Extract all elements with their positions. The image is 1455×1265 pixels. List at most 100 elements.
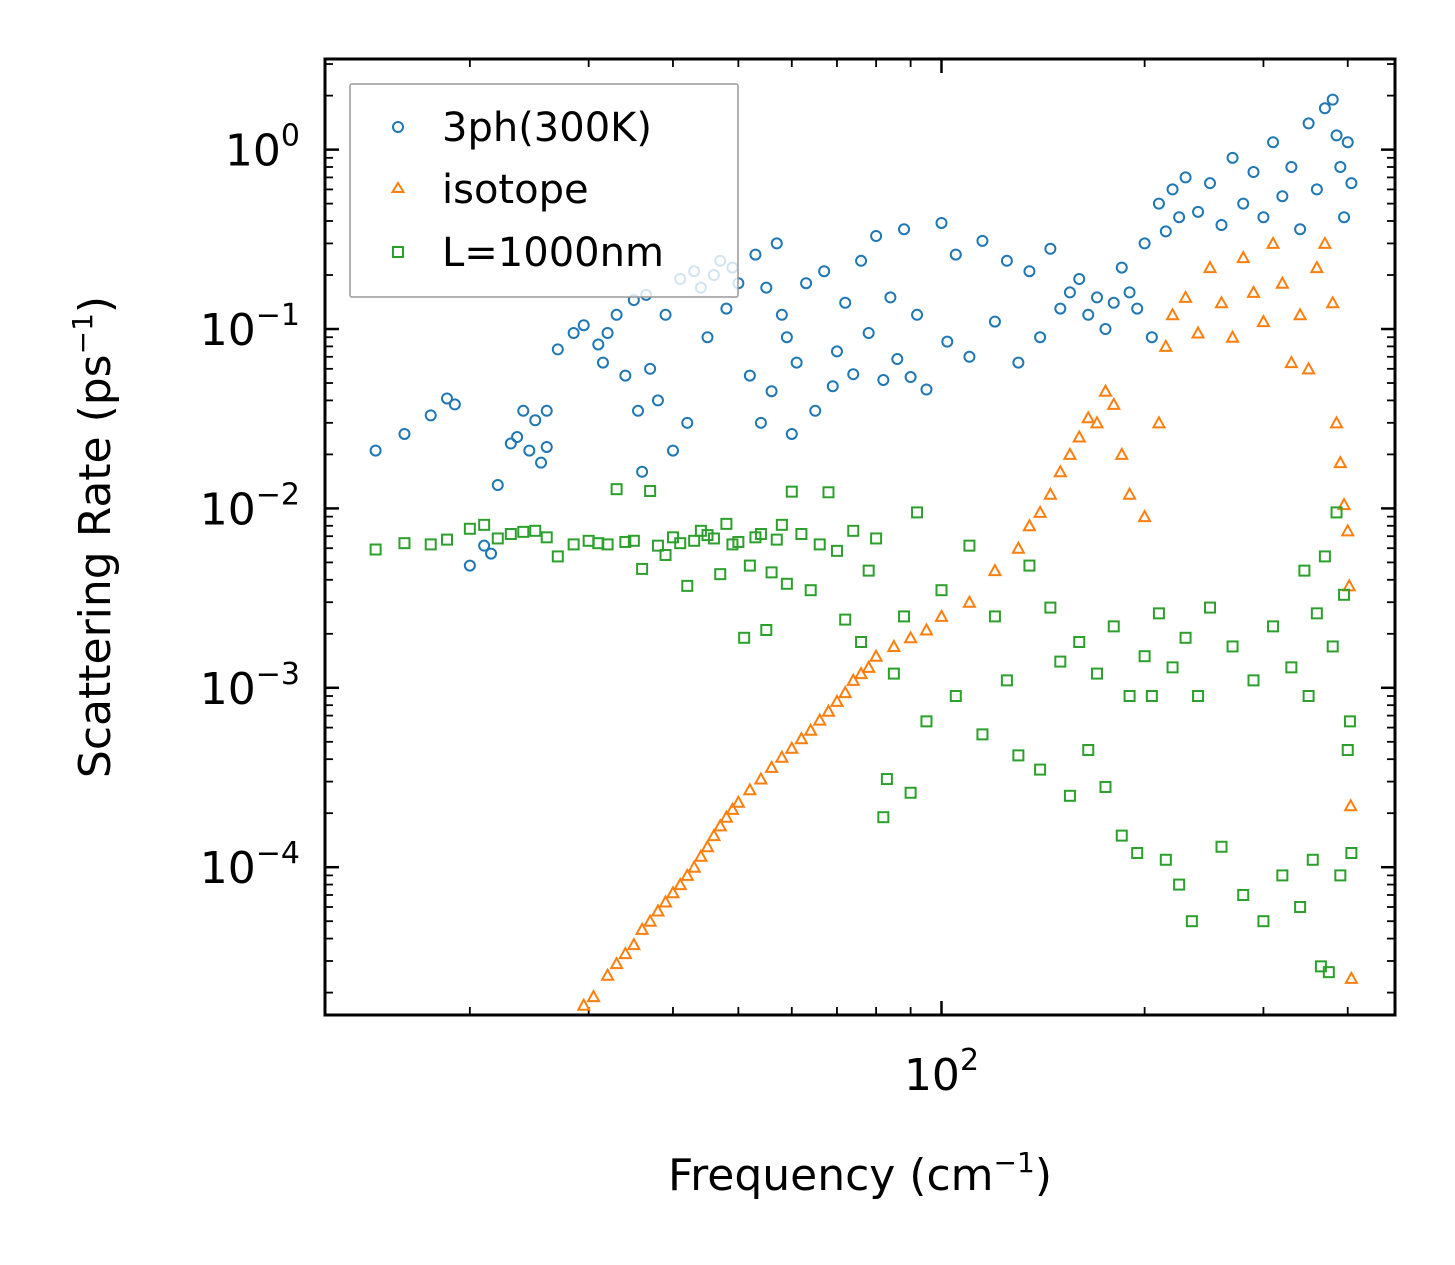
data-point-3ph	[1267, 136, 1280, 149]
data-point-l1000nm	[1298, 564, 1311, 577]
data-point-l1000nm	[707, 532, 720, 545]
data-point-l1000nm	[651, 539, 664, 552]
data-point-isotope	[650, 903, 666, 917]
data-point-3ph	[517, 404, 530, 417]
data-point-3ph	[424, 409, 437, 422]
data-point-l1000nm	[877, 811, 890, 824]
y-tick-base: 10	[200, 305, 256, 356]
data-point-l1000nm	[887, 667, 900, 680]
data-point-l1000nm	[1294, 900, 1307, 913]
data-point-3ph	[1023, 265, 1036, 278]
data-point-3ph	[551, 343, 564, 356]
data-point-l1000nm	[732, 535, 745, 548]
data-point-l1000nm	[1276, 869, 1289, 882]
data-point-isotope	[642, 913, 658, 927]
data-point-l1000nm	[644, 485, 657, 498]
data-point-3ph	[540, 404, 553, 417]
data-point-3ph	[904, 371, 917, 384]
data-point-3ph	[511, 431, 524, 444]
data-point-l1000nm	[1044, 601, 1057, 614]
data-point-3ph	[681, 416, 694, 429]
data-point-isotope	[1336, 497, 1352, 511]
y-tick-exponent: −1	[256, 298, 300, 333]
data-point-3ph	[1276, 190, 1289, 203]
data-point-3ph	[760, 281, 773, 294]
y-tick-label: 10−2	[200, 477, 300, 535]
data-point-isotope	[1062, 446, 1078, 460]
data-point-isotope	[1284, 355, 1299, 369]
data-point-l1000nm	[880, 773, 893, 786]
data-point-isotope	[1022, 518, 1037, 532]
data-point-3ph	[666, 444, 679, 457]
data-point-isotope	[1137, 509, 1152, 523]
data-point-3ph	[1145, 331, 1158, 344]
data-point-l1000nm	[1123, 690, 1136, 703]
data-point-3ph	[577, 319, 590, 332]
data-point-isotope	[725, 801, 740, 815]
data-point-l1000nm	[920, 715, 933, 728]
data-point-3ph	[448, 398, 461, 411]
data-point-l1000nm	[1082, 744, 1095, 757]
data-point-isotope	[853, 666, 869, 680]
data-point-3ph	[1247, 166, 1260, 179]
data-point-3ph	[1152, 197, 1165, 210]
data-point-l1000nm	[785, 485, 798, 498]
data-point-3ph	[441, 392, 454, 405]
data-point-l1000nm	[1152, 607, 1165, 620]
data-point-isotope	[774, 749, 790, 763]
data-point-3ph	[780, 331, 793, 344]
data-point-l1000nm	[1247, 674, 1260, 687]
data-point-isotope	[693, 848, 709, 862]
data-point-3ph	[1345, 177, 1358, 190]
data-point-3ph	[877, 373, 890, 386]
data-point-isotope	[1178, 289, 1193, 303]
data-point-l1000nm	[904, 786, 917, 799]
data-point-l1000nm	[743, 559, 756, 572]
data-point-3ph	[870, 229, 883, 242]
data-point-3ph	[1237, 197, 1250, 210]
data-point-l1000nm	[1345, 846, 1358, 859]
data-point-isotope	[1089, 415, 1105, 429]
data-point-3ph	[1330, 129, 1343, 142]
y-tick-label: 10−4	[200, 836, 300, 894]
data-point-l1000nm	[775, 518, 788, 531]
data-point-isotope	[1333, 455, 1348, 469]
data-point-3ph	[659, 308, 672, 321]
data-point-l1000nm	[770, 533, 783, 546]
data-point-3ph	[1054, 302, 1067, 315]
data-point-l1000nm	[1185, 915, 1198, 928]
data-point-isotope	[634, 921, 650, 935]
y-axis-label: Scattering Rate (ps−1)	[66, 296, 121, 778]
data-point-isotope	[1081, 410, 1096, 424]
data-point-isotope	[576, 997, 591, 1011]
legend-marker-triangle	[390, 181, 406, 193]
data-point-3ph	[504, 437, 517, 450]
data-point-isotope	[609, 956, 624, 970]
legend-item-l1000nm: L=1000nm	[392, 230, 664, 276]
legend-item-isotope: isotope	[390, 167, 589, 213]
data-point-l1000nm	[847, 524, 860, 537]
data-point-l1000nm	[688, 534, 701, 547]
data-point-3ph	[1107, 296, 1120, 309]
data-point-isotope	[1292, 307, 1308, 321]
data-point-3ph	[941, 335, 954, 348]
data-point-l1000nm	[804, 584, 817, 597]
data-point-l1000nm	[870, 532, 883, 545]
data-point-3ph	[1318, 102, 1331, 115]
data-point-isotope	[868, 648, 884, 662]
data-point-isotope	[1301, 361, 1316, 375]
data-point-3ph	[1034, 331, 1047, 344]
data-point-l1000nm	[424, 538, 437, 551]
data-point-l1000nm	[1131, 846, 1144, 859]
data-point-isotope	[838, 685, 853, 699]
data-point-isotope	[1265, 235, 1281, 249]
data-point-l1000nm	[441, 533, 454, 546]
data-point-isotope	[700, 839, 715, 853]
data-point-l1000nm	[529, 524, 542, 537]
data-point-3ph	[1341, 136, 1354, 149]
y-tick-exponent: −3	[256, 657, 300, 692]
data-point-l1000nm	[1159, 853, 1172, 866]
x-tick-exponent: 2	[960, 1043, 979, 1078]
data-point-l1000nm	[1107, 620, 1120, 633]
